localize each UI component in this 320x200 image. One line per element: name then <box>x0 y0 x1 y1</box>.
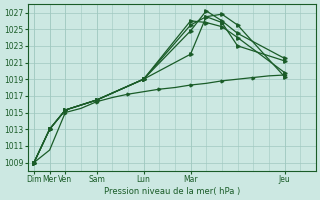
X-axis label: Pression niveau de la mer( hPa ): Pression niveau de la mer( hPa ) <box>104 187 240 196</box>
